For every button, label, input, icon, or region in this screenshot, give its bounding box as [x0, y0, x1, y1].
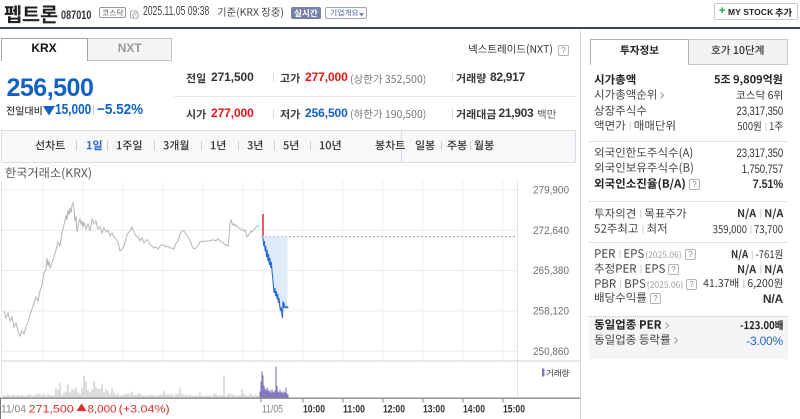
- svg-text:14:00: 14:00: [463, 404, 485, 416]
- svg-text:?: ?: [692, 180, 697, 189]
- svg-text:?: ?: [653, 294, 658, 303]
- svg-text:10:00: 10:00: [303, 404, 325, 416]
- svg-text:15:00: 15:00: [503, 404, 525, 416]
- svg-text:(+3.04%): (+3.04%): [119, 404, 170, 416]
- svg-text:?: ?: [561, 46, 566, 55]
- svg-text:271,500: 271,500: [29, 404, 74, 416]
- svg-text:8,000: 8,000: [88, 404, 117, 416]
- svg-text:?: ?: [688, 250, 693, 259]
- svg-text:265,380: 265,380: [533, 265, 569, 277]
- svg-text:13:00: 13:00: [423, 404, 445, 416]
- svg-text:11:00: 11:00: [343, 404, 365, 416]
- svg-text:279,900: 279,900: [533, 185, 569, 197]
- svg-text:11/04: 11/04: [1, 404, 26, 416]
- svg-text:250,860: 250,860: [533, 346, 569, 358]
- svg-text:?: ?: [672, 265, 677, 274]
- svg-text:272,640: 272,640: [533, 225, 569, 237]
- svg-text:11/05: 11/05: [262, 404, 283, 416]
- svg-text:258,120: 258,120: [533, 306, 569, 318]
- svg-text:12:00: 12:00: [383, 404, 405, 416]
- svg-text:?: ?: [690, 280, 695, 289]
